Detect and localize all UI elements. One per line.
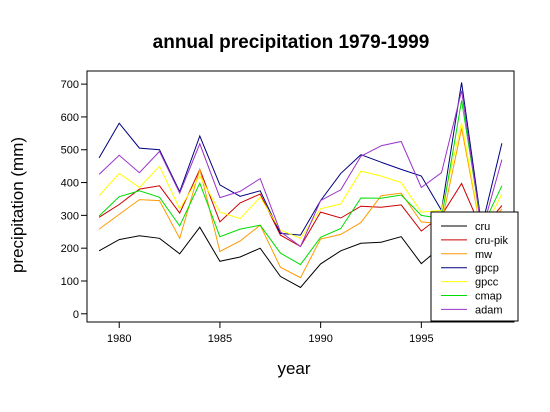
legend-label-mw: mw <box>475 249 492 261</box>
legend-label-cmap: cmap <box>475 291 502 303</box>
legend-label-cru: cru <box>475 221 490 233</box>
series-line-gpcc <box>98 122 503 239</box>
y-tick-label: 300 <box>61 210 79 222</box>
x-tick-label: 1995 <box>409 333 433 345</box>
x-tick-label: 1980 <box>107 333 131 345</box>
y-tick-label: 400 <box>61 178 79 190</box>
series-line-adam <box>98 90 503 248</box>
y-axis-label: precipitation (mm) <box>8 137 27 273</box>
x-tick-label: 1990 <box>308 333 332 345</box>
y-tick-label: 200 <box>61 243 79 255</box>
y-tick-label: 0 <box>73 309 79 321</box>
x-tick-label: 1985 <box>208 333 232 345</box>
y-tick-label: 700 <box>61 79 79 91</box>
y-tick-label: 500 <box>61 145 79 157</box>
legend-box <box>430 211 519 322</box>
x-axis-label: year <box>277 359 310 378</box>
chart-title: annual precipitation 1979-1999 <box>153 32 430 53</box>
legend-label-gpcp: gpcp <box>475 263 499 275</box>
legend-label-cru-pik: cru-pik <box>475 235 509 247</box>
series-line-gpcp <box>98 82 503 236</box>
y-tick-label: 600 <box>61 112 79 124</box>
legend-label-adam: adam <box>475 304 503 316</box>
y-tick-label: 100 <box>61 276 79 288</box>
tick-layer: 1980 1985 1990 1995 0 100 200 300 400 500 600 700 <box>61 79 434 345</box>
legend-label-gpcc: gpcc <box>475 277 499 289</box>
plot-frame <box>86 70 515 323</box>
